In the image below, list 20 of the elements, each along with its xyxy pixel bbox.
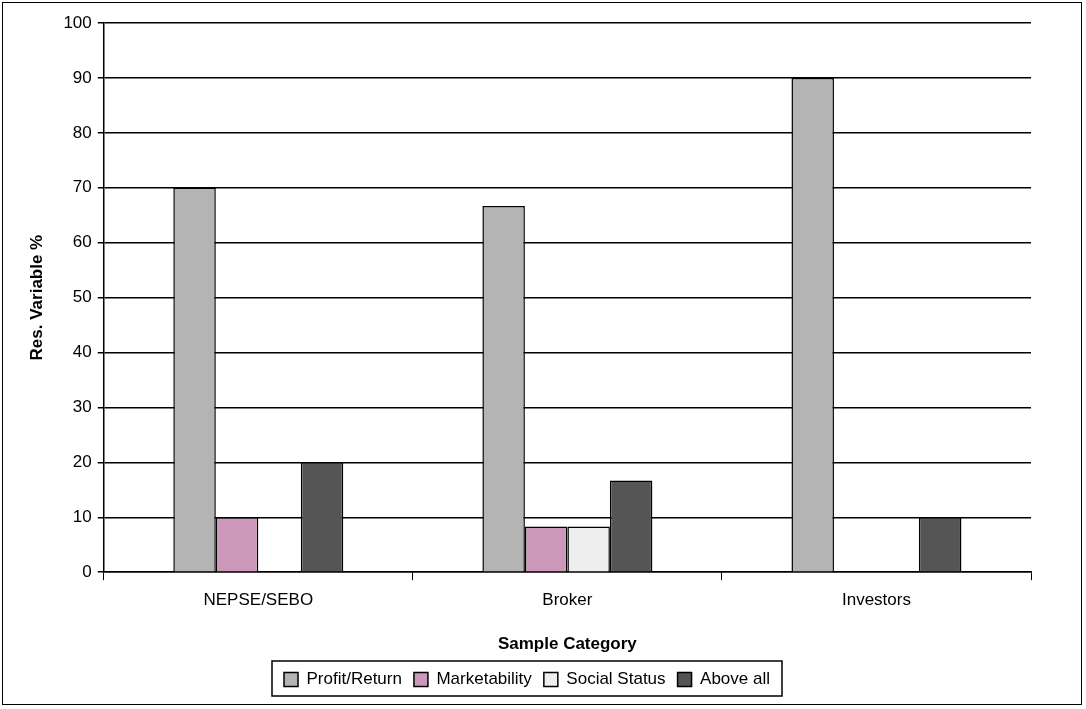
y-tick-label: 80 — [72, 122, 92, 142]
y-tick-label: 60 — [72, 232, 92, 252]
legend-label: Profit/Return — [306, 669, 402, 689]
y-tick-label: 70 — [72, 177, 92, 197]
legend-label: Above all — [700, 669, 770, 689]
y-axis-title: Res. Variable % — [26, 234, 46, 361]
x-tick-label: NEPSE/SEBO — [203, 590, 314, 610]
x-tick-label: Broker — [542, 590, 593, 610]
y-tick-label: 100 — [63, 12, 92, 32]
legend-label: Marketability — [436, 669, 533, 689]
x-tick-label: Investors — [841, 590, 911, 610]
y-tick-label: 20 — [72, 452, 92, 472]
y-tick-label: 40 — [72, 342, 92, 362]
y-tick-label: 30 — [72, 397, 92, 417]
y-tick-label: 10 — [72, 506, 92, 526]
x-axis-title: Sample Category — [497, 634, 638, 654]
y-tick-label: 50 — [72, 287, 92, 307]
y-tick-label: 0 — [82, 561, 92, 581]
y-tick-label: 90 — [72, 67, 92, 87]
legend-label: Social Status — [566, 669, 666, 689]
